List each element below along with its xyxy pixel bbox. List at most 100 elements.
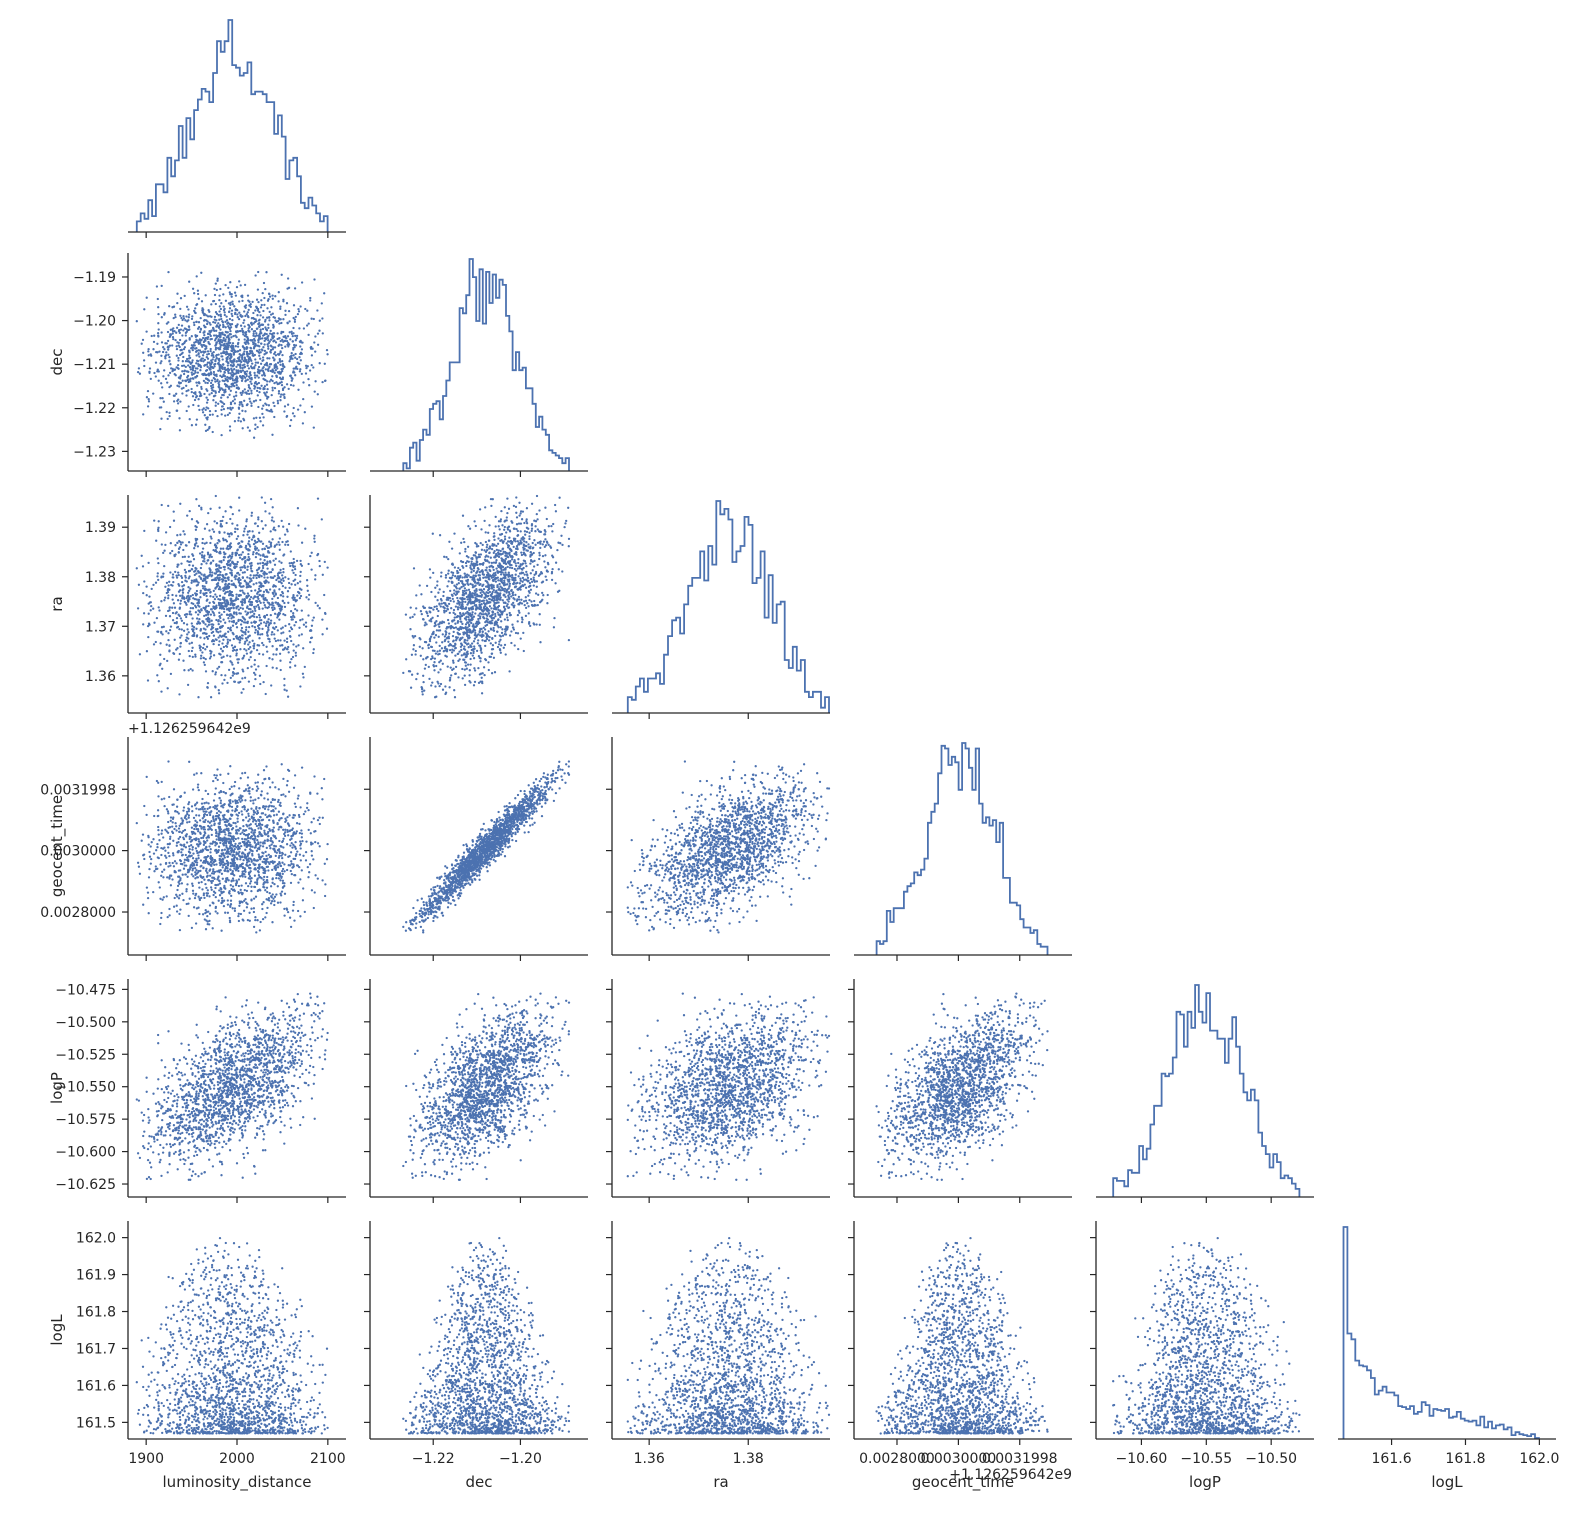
scatter-point — [220, 525, 222, 527]
scatter-point — [213, 330, 215, 332]
scatter-point — [179, 653, 181, 655]
scatter-point — [164, 597, 166, 599]
scatter-point — [452, 574, 454, 576]
scatter-point — [167, 505, 169, 507]
scatter-point — [239, 641, 241, 643]
scatter-point — [237, 598, 239, 600]
scatter-point — [249, 646, 251, 648]
scatter-point — [472, 630, 474, 632]
scatter-point — [282, 388, 284, 390]
scatter-point — [219, 595, 221, 597]
scatter-point — [301, 348, 303, 350]
scatter-point — [293, 367, 295, 369]
scatter-point — [260, 622, 262, 624]
scatter-point — [250, 578, 252, 580]
scatter-point — [286, 528, 288, 530]
scatter-point — [271, 375, 273, 377]
scatter-point — [504, 551, 506, 553]
scatter-point — [185, 639, 187, 641]
scatter-point — [234, 599, 236, 601]
scatter-point — [516, 588, 518, 590]
scatter-point — [220, 626, 222, 628]
scatter-point — [148, 595, 150, 597]
scatter-point — [324, 379, 326, 381]
scatter-point — [447, 641, 449, 643]
scatter-point — [455, 626, 457, 628]
scatter-point — [209, 571, 211, 573]
scatter-point — [212, 321, 214, 323]
scatter-point — [218, 310, 220, 312]
scatter-point — [293, 415, 295, 417]
scatter-point — [176, 621, 178, 623]
scatter-point — [296, 337, 298, 339]
scatter-point — [185, 616, 187, 618]
scatter-point — [241, 634, 243, 636]
scatter-point — [157, 332, 159, 334]
scatter-point — [490, 656, 492, 658]
scatter-point — [540, 571, 542, 573]
scatter-point — [241, 668, 243, 670]
scatter-point — [181, 370, 183, 372]
scatter-point — [251, 611, 253, 613]
scatter-point — [226, 540, 228, 542]
scatter-point — [223, 403, 225, 405]
scatter-point — [288, 651, 290, 653]
scatter-point — [230, 629, 232, 631]
scatter-point — [253, 330, 255, 332]
scatter-point — [448, 603, 450, 605]
scatter-point — [172, 336, 174, 338]
scatter-point — [189, 418, 191, 420]
scatter-point — [500, 573, 502, 575]
scatter-point — [217, 353, 219, 355]
scatter-point — [490, 505, 492, 507]
scatter-point — [326, 353, 328, 355]
scatter-point — [187, 308, 189, 310]
scatter-point — [157, 306, 159, 308]
scatter-point — [282, 336, 284, 338]
scatter-point — [468, 589, 470, 591]
scatter-point — [254, 274, 256, 276]
scatter-point — [215, 495, 217, 497]
scatter-point — [317, 605, 319, 607]
scatter-point — [211, 626, 213, 628]
scatter-point — [282, 571, 284, 573]
scatter-point — [237, 316, 239, 318]
scatter-point — [293, 558, 295, 560]
scatter-point — [278, 337, 280, 339]
scatter-point — [469, 591, 471, 593]
scatter-point — [165, 531, 167, 533]
scatter-point — [555, 510, 557, 512]
scatter-point — [283, 393, 285, 395]
scatter-point — [233, 612, 235, 614]
scatter-point — [238, 612, 240, 614]
scatter-point — [237, 662, 239, 664]
scatter-point — [222, 339, 224, 341]
scatter-point — [284, 606, 286, 608]
scatter-point — [197, 398, 199, 400]
scatter-point — [421, 647, 423, 649]
scatter-point — [240, 392, 242, 394]
scatter-point — [284, 533, 286, 535]
scatter-point — [193, 321, 195, 323]
scatter-point — [259, 584, 261, 586]
scatter-point — [270, 344, 272, 346]
scatter-point — [537, 528, 539, 530]
scatter-point — [299, 685, 301, 687]
scatter-point — [209, 555, 211, 557]
scatter-point — [468, 618, 470, 620]
scatter-point — [229, 604, 231, 606]
scatter-point — [511, 556, 513, 558]
scatter-point — [462, 659, 464, 661]
scatter-point — [258, 614, 260, 616]
scatter-point — [232, 633, 234, 635]
scatter-point — [251, 604, 253, 606]
scatter-point — [203, 593, 205, 595]
scatter-point — [227, 356, 229, 358]
scatter-point — [152, 348, 154, 350]
scatter-point — [161, 543, 163, 545]
scatter-point — [189, 570, 191, 572]
scatter-point — [307, 334, 309, 336]
scatter-point — [238, 658, 240, 660]
scatter-point — [473, 667, 475, 669]
scatter-point — [272, 653, 274, 655]
